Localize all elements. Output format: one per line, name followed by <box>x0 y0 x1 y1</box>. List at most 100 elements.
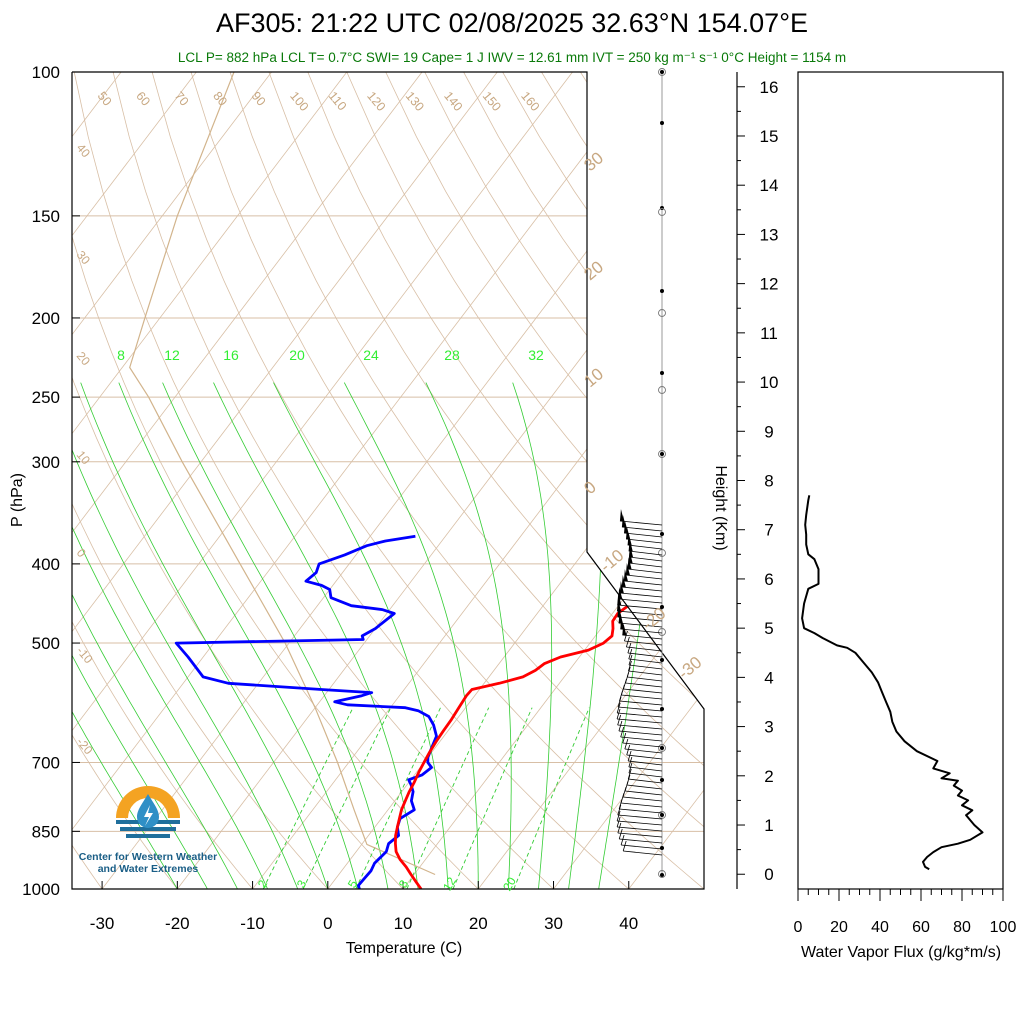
wind-level-dot <box>660 289 664 293</box>
moist-adiabat-line <box>72 382 268 889</box>
moist-adiabat-line <box>568 382 603 889</box>
wind-level-dot <box>660 658 664 662</box>
isotherm-left-label: -20 <box>74 735 96 758</box>
y-tick-label: 100 <box>32 63 60 82</box>
skewt-traces <box>129 72 704 889</box>
y-tick-label: 250 <box>32 388 60 407</box>
skewt-border <box>71 71 705 890</box>
mixing-ratio-line <box>452 707 533 889</box>
y-tick-label: 1000 <box>22 880 60 899</box>
moist-adiabat-line <box>273 382 449 889</box>
isotherm-line <box>553 72 704 889</box>
height-axis-label: Height (Km) <box>712 465 729 550</box>
dry-adiabat-line <box>541 72 704 889</box>
wind-barb <box>628 778 663 784</box>
flux-x-axis-label: Water Vapor Flux (g/kg*m/s) <box>801 944 1001 961</box>
y-axis-label: P (hPa) <box>9 473 26 527</box>
wind-barb-feather <box>616 816 621 828</box>
height-tick-label: 5 <box>764 619 773 638</box>
wind-barb <box>617 820 663 826</box>
wind-barb <box>628 766 663 772</box>
height-tick-label: 14 <box>760 176 779 195</box>
wind-barb-feather <box>627 750 632 762</box>
wind-barb <box>623 688 663 694</box>
wind-barb <box>617 832 663 838</box>
wind-barb-feather <box>620 834 625 846</box>
wind-barb-flag <box>619 581 624 593</box>
theta-label: 50 <box>95 89 115 109</box>
isotherm-line <box>72 72 649 889</box>
y-tick-label: 850 <box>32 822 60 841</box>
y-tick-label: 200 <box>32 309 60 328</box>
moist-adiabat-line <box>162 382 389 889</box>
wind-barb <box>618 622 663 628</box>
wind-barb <box>628 658 663 664</box>
wind-barb <box>617 718 663 724</box>
wind-barb <box>617 814 663 820</box>
flux-border <box>797 71 1004 890</box>
mixing-ratio-top-label: 24 <box>363 347 379 363</box>
wind-barb-flag <box>623 569 628 581</box>
flux-x-tick-label: 100 <box>990 919 1017 936</box>
wind-barb <box>617 712 663 718</box>
height-tick-label: 1 <box>764 816 773 835</box>
cw3e-logo-icon <box>116 786 180 838</box>
y-tick-label: 150 <box>32 207 60 226</box>
dry-adiabat-line <box>619 72 704 889</box>
dry-adiabat-line <box>307 72 704 889</box>
isotherm-right-label: 0 <box>580 477 599 498</box>
flux-x-tick-label: 40 <box>871 919 889 936</box>
wind-barb-feather <box>628 660 632 672</box>
y-tick-label: 700 <box>32 753 60 772</box>
wind-barb-feather <box>625 636 630 648</box>
wind-barb-flag <box>627 533 632 545</box>
mixing-ratio-line <box>302 707 392 889</box>
wind-barb-feather <box>617 696 622 708</box>
wind-barb <box>622 742 663 748</box>
wind-barb <box>625 538 663 544</box>
wind-barb <box>617 616 663 622</box>
height-tick-label: 10 <box>760 373 779 392</box>
flux-x-tick-label: 0 <box>794 919 803 936</box>
wind-barb-flag <box>618 587 623 599</box>
wind-barb-feather <box>620 726 625 738</box>
isotherm-line <box>72 72 272 889</box>
wind-barb-feather <box>628 648 633 660</box>
wind-barb <box>621 586 663 592</box>
dry-adiabat-line <box>72 72 329 889</box>
wind-barb <box>625 574 663 580</box>
x-tick-label: 40 <box>619 914 638 933</box>
mixing-ratio-bottom-label: 12 <box>440 874 459 893</box>
wind-barb <box>627 544 663 550</box>
wind-barb-feather <box>622 840 627 852</box>
wind-barb <box>621 844 663 850</box>
wind-barb-feather <box>617 804 622 816</box>
wind-level-circle <box>658 450 666 458</box>
wind-barb <box>617 706 663 712</box>
x-tick-label: -30 <box>90 914 115 933</box>
wind-barb-flag <box>622 623 627 635</box>
wind-barb <box>623 580 663 586</box>
height-tick-label: 6 <box>764 570 773 589</box>
logo-text-line1: Center for Western Weather <box>78 851 218 863</box>
wind-barb-flag <box>627 557 632 569</box>
moist-adiabat-line <box>118 382 359 889</box>
height-tick-label: 15 <box>760 127 779 146</box>
wind-level-circle <box>658 68 666 76</box>
wind-level-circle <box>658 208 666 216</box>
wind-barb-flag <box>628 539 633 551</box>
x-tick-label: 30 <box>544 914 563 933</box>
x-tick-label: 0 <box>323 914 332 933</box>
wind-level-dot <box>660 70 664 74</box>
x-tick-label: 10 <box>394 914 413 933</box>
y-tick-label: 500 <box>32 634 60 653</box>
height-tick-label: 2 <box>764 767 773 786</box>
theta-label: 70 <box>172 89 192 109</box>
wind-barb <box>620 628 663 634</box>
height-tick-label: 9 <box>764 422 773 441</box>
wind-level-dot <box>660 813 664 817</box>
moist-adiabat-line <box>343 382 479 889</box>
mixing-ratio-top-label: 8 <box>117 347 125 363</box>
height-tick-label: 12 <box>760 275 779 294</box>
x-tick-label: 20 <box>469 914 488 933</box>
